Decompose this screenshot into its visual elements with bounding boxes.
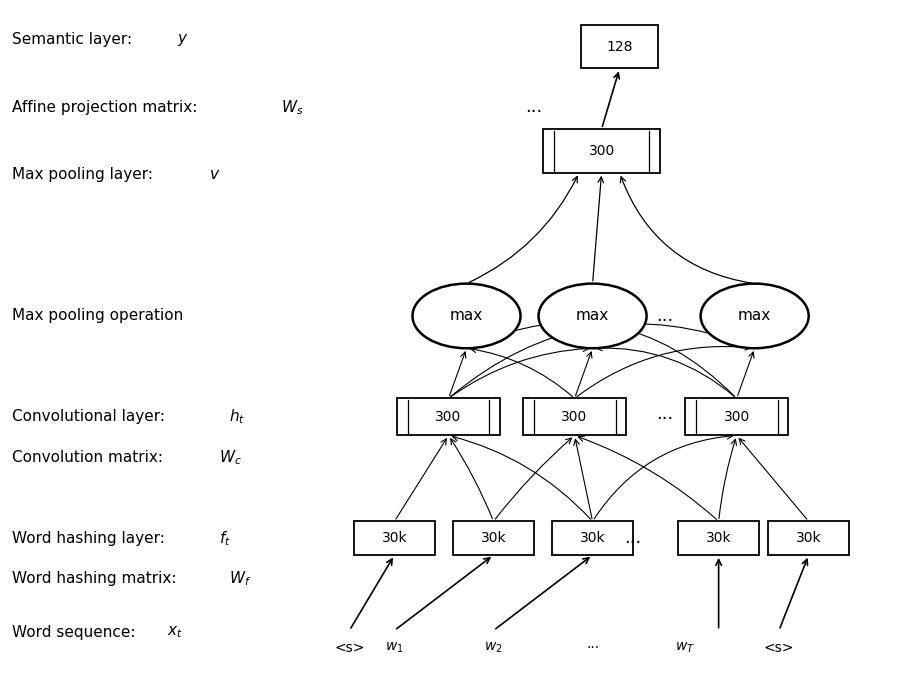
Text: 300: 300	[562, 410, 588, 424]
Text: $f_t$: $f_t$	[219, 529, 231, 547]
Text: ...: ...	[586, 338, 599, 352]
Text: ...: ...	[624, 529, 641, 547]
Text: ...: ...	[748, 338, 761, 352]
Text: max: max	[738, 308, 771, 323]
Text: Word hashing layer:: Word hashing layer:	[12, 531, 169, 546]
Text: $w_1$: $w_1$	[385, 641, 404, 655]
Bar	[543, 129, 660, 173]
Text: 30k: 30k	[481, 531, 506, 545]
Text: 128: 128	[606, 39, 632, 54]
Text: 30k: 30k	[706, 531, 731, 545]
Text: 300: 300	[589, 144, 614, 158]
Ellipse shape	[412, 284, 521, 348]
Text: $W_s$: $W_s$	[281, 98, 304, 117]
Bar	[354, 521, 435, 555]
Text: $y$: $y$	[178, 32, 189, 48]
Text: Max pooling layer:: Max pooling layer:	[12, 167, 158, 182]
Text: $x_t$: $x_t$	[167, 625, 183, 640]
Text: $w_T$: $w_T$	[675, 641, 695, 655]
Text: Max pooling operation: Max pooling operation	[12, 308, 183, 323]
Text: max: max	[450, 308, 483, 323]
Text: ...: ...	[460, 338, 473, 352]
Text: 300: 300	[436, 410, 462, 424]
Bar	[523, 399, 626, 435]
Text: ...: ...	[656, 405, 673, 422]
Text: $W_f$: $W_f$	[229, 569, 251, 588]
Bar	[397, 399, 500, 435]
Text: Word hashing matrix:: Word hashing matrix:	[12, 571, 181, 586]
Text: $h_t$: $h_t$	[229, 407, 246, 426]
Text: $W_c$: $W_c$	[219, 448, 242, 466]
Text: Affine projection matrix:: Affine projection matrix:	[12, 100, 202, 115]
Bar	[678, 521, 759, 555]
Text: $v$: $v$	[208, 167, 220, 182]
Bar	[582, 24, 658, 69]
Text: 30k: 30k	[580, 531, 605, 545]
Text: Convolutional layer:: Convolutional layer:	[12, 409, 169, 424]
Text: ...: ...	[656, 307, 673, 325]
Ellipse shape	[538, 284, 647, 348]
Text: Convolution matrix:: Convolution matrix:	[12, 450, 168, 465]
Bar	[685, 399, 788, 435]
Text: Semantic layer:: Semantic layer:	[12, 33, 137, 48]
Text: 30k: 30k	[381, 531, 408, 545]
Text: ...: ...	[525, 98, 543, 116]
Bar	[552, 521, 633, 555]
Text: <s>: <s>	[764, 641, 795, 655]
Text: ...: ...	[586, 637, 599, 651]
Text: $w_2$: $w_2$	[484, 641, 503, 655]
Text: 30k: 30k	[795, 531, 822, 545]
Text: <s>: <s>	[334, 641, 364, 655]
Text: max: max	[576, 308, 609, 323]
Bar	[453, 521, 534, 555]
Text: 300: 300	[724, 410, 750, 424]
Text: Word sequence:: Word sequence:	[12, 625, 140, 640]
Ellipse shape	[700, 284, 809, 348]
Bar	[768, 521, 849, 555]
